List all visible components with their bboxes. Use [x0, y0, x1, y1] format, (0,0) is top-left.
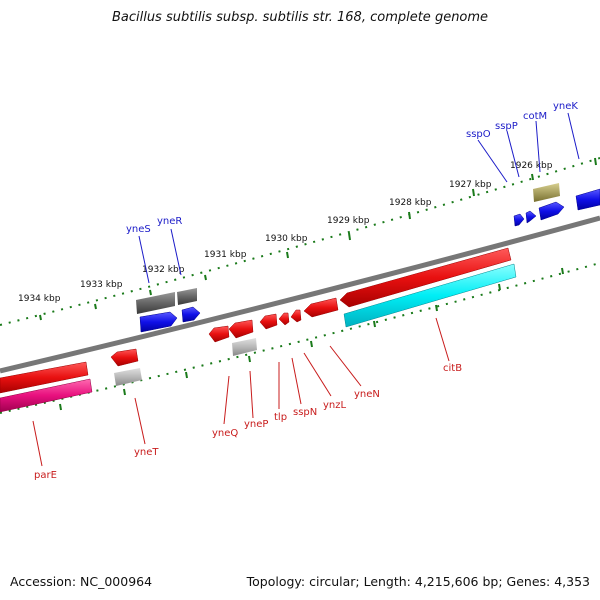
gene-yneP-arrow[interactable]	[228, 319, 254, 339]
scale-label: 1932 kbp	[142, 265, 185, 275]
gene-yneT-rna	[114, 368, 142, 386]
gene-label-citB[interactable]: citB	[443, 363, 462, 374]
leader-sspN	[291, 357, 302, 405]
leader-parE	[32, 420, 43, 467]
gene-yneQ-arrow[interactable]	[208, 325, 230, 343]
gene-yneK-arrow[interactable]	[575, 188, 600, 211]
leader-yneK	[567, 112, 580, 160]
leader-sspP	[506, 130, 520, 178]
leader-cotM	[535, 120, 541, 173]
leader-sspO	[477, 139, 508, 183]
gene-label-tlp[interactable]: tlp	[274, 412, 287, 423]
gene-cotM-arrow[interactable]	[538, 201, 565, 221]
gene-label-yneS[interactable]: yneS	[126, 224, 151, 235]
genome-backbone	[0, 215, 600, 374]
gene-ssp-arrow-2[interactable]	[525, 210, 537, 224]
gene-citB-cds[interactable]	[343, 263, 517, 328]
gene-label-yneP[interactable]: yneP	[244, 419, 268, 430]
gene-label-sspN[interactable]: sspN	[293, 407, 317, 418]
gene-parE-bar[interactable]	[0, 361, 89, 394]
gene-parE-cds[interactable]	[0, 378, 93, 413]
gene-label-yneT[interactable]: yneT	[134, 447, 159, 458]
scale-label: 1927 kbp	[449, 180, 492, 190]
leader-yneP	[249, 370, 254, 419]
gene-yneT-arrow[interactable]	[110, 348, 139, 367]
gene-yneS-arrow[interactable]	[139, 311, 178, 333]
scale-label: 1926 kbp	[510, 161, 553, 171]
leader-yneR	[170, 228, 182, 276]
accession-label: Accession: NC_000964	[10, 574, 153, 589]
page-title: Bacillus subtilis subsp. subtilis str. 1…	[111, 10, 489, 25]
gene-label-cotM[interactable]: cotM	[523, 111, 547, 122]
leader-yneN	[329, 345, 362, 387]
leader-citB	[435, 317, 450, 362]
upper-scale-track	[0, 157, 600, 326]
gene-label-yneK[interactable]: yneK	[553, 101, 578, 112]
gene-yneR-arrow[interactable]	[181, 306, 201, 323]
gene-label-sspP[interactable]: sspP	[495, 121, 518, 132]
scale-label: 1934 kbp	[18, 294, 61, 304]
genome-summary: Topology: circular; Length: 4,215,606 bp…	[246, 574, 590, 589]
rna-feature-dark-1	[136, 292, 175, 314]
scale-label: 1933 kbp	[80, 280, 123, 290]
gene-sspN-arrow[interactable]	[278, 312, 290, 326]
gene-yneN-arrow[interactable]	[303, 297, 339, 318]
gene-label-ynzL[interactable]: ynzL	[323, 400, 347, 411]
scale-label: 1930 kbp	[265, 234, 308, 244]
leader-yneS	[138, 235, 150, 284]
leader-yneQ	[223, 375, 230, 425]
rna-feature-dark-2	[177, 288, 197, 305]
gene-citB-arrow[interactable]	[339, 247, 512, 308]
gene-label-yneQ[interactable]: yneQ	[212, 428, 238, 439]
gene-tlp-arrow[interactable]	[259, 313, 278, 330]
gene-label-yneN[interactable]: yneN	[354, 389, 380, 400]
lower-scale-track	[0, 262, 600, 414]
gene-label-yneR[interactable]: yneR	[157, 216, 182, 227]
scale-label: 1931 kbp	[204, 250, 247, 260]
rna-feature-olive	[533, 183, 560, 202]
scale-label: 1929 kbp	[327, 216, 370, 226]
gene-label-parE[interactable]: parE	[34, 470, 57, 481]
gene-ssp-arrow-1[interactable]	[513, 213, 525, 227]
scale-label: 1928 kbp	[389, 198, 432, 208]
leader-ynzL	[303, 352, 332, 397]
leader-yneT	[134, 397, 146, 445]
gene-ynzL-arrow[interactable]	[290, 309, 302, 323]
gene-yneP-rna	[232, 338, 257, 356]
gene-label-sspO[interactable]: sspO	[466, 129, 491, 140]
